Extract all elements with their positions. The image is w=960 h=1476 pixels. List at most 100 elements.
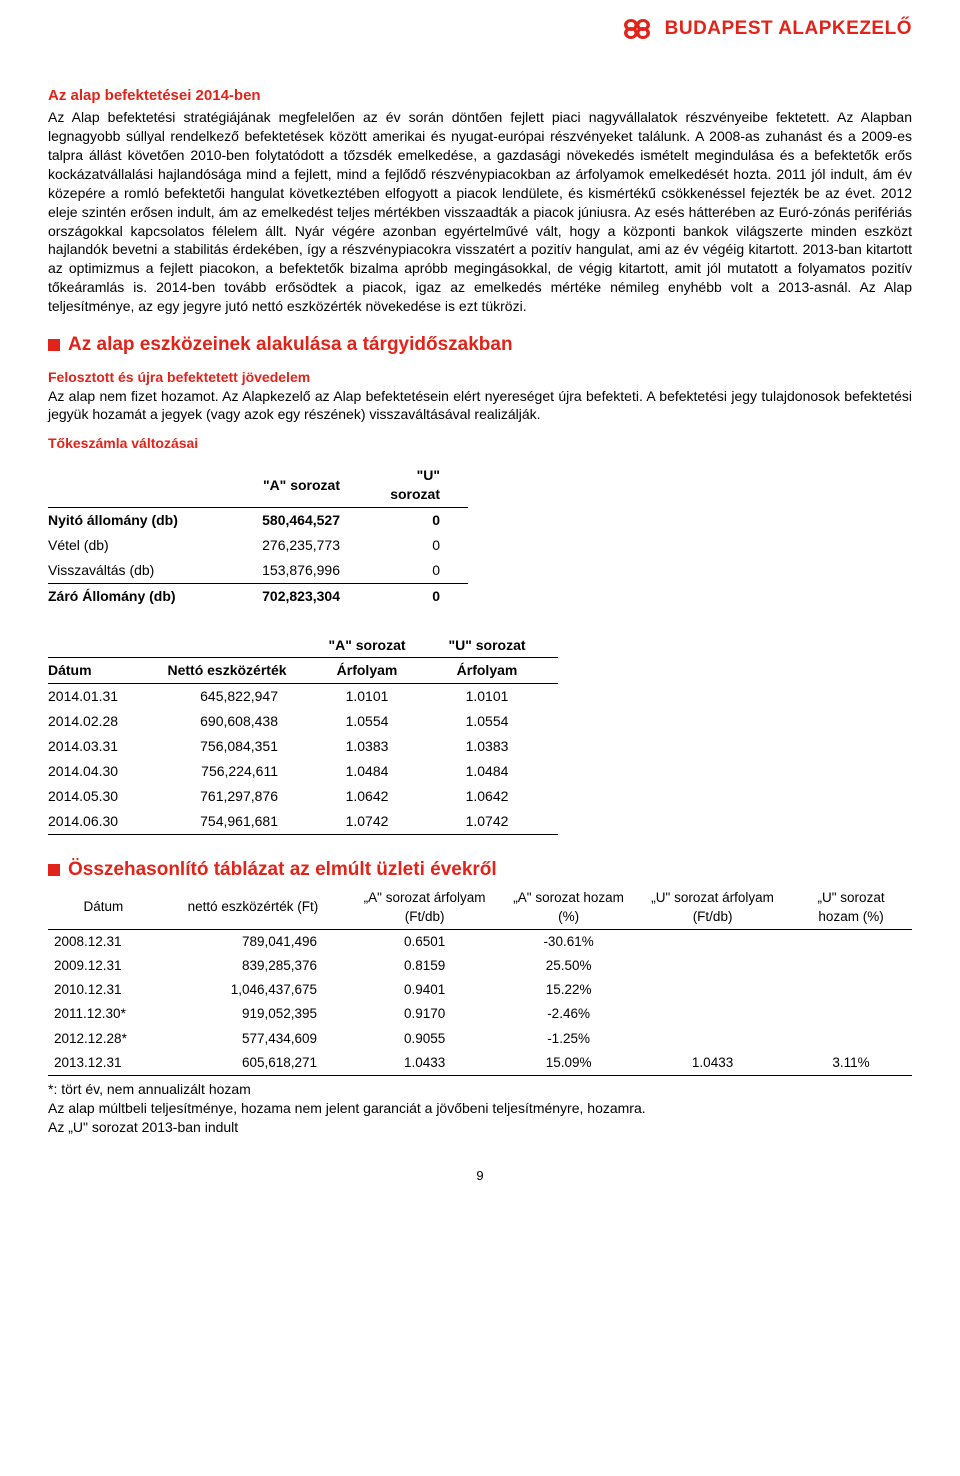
cell-a-price: 0.8159 bbox=[347, 954, 502, 978]
section2-heading: Az alap eszközeinek alakulása a tárgyidő… bbox=[48, 332, 912, 358]
comparison-table: Dátum nettó eszközérték (Ft) „A" sorozat… bbox=[48, 886, 912, 1076]
sub1-body: Az alap nem fizet hozamot. Az Alapkezelő… bbox=[48, 387, 912, 425]
section2-title: Az alap eszközeinek alakulása a tárgyidő… bbox=[68, 332, 513, 358]
cell-a-price: 1.0433 bbox=[347, 1051, 502, 1076]
table-row: 2014.01.31645,822,9471.01011.0101 bbox=[48, 684, 558, 709]
cell-a-yield: 15.22% bbox=[502, 978, 635, 1002]
cell-u: 1.0742 bbox=[438, 809, 558, 834]
cell-date: 2010.12.31 bbox=[48, 978, 159, 1002]
col-a-price: „A" sorozat árfolyam (Ft/db) bbox=[347, 886, 502, 929]
sub1-title: Felosztott és újra befektetett jövedelem bbox=[48, 368, 912, 387]
col-u-top: "U" sorozat bbox=[438, 633, 558, 658]
table-row: 2009.12.31839,285,3760.815925.50% bbox=[48, 954, 912, 978]
cell-u: 0 bbox=[368, 558, 468, 583]
cell-date: 2014.06.30 bbox=[48, 809, 158, 834]
section1-title: Az alap befektetései 2014-ben bbox=[48, 86, 912, 106]
footnote-disclaimer: Az alap múltbeli teljesítménye, hozama n… bbox=[48, 1099, 912, 1118]
cell-a: 1.0383 bbox=[318, 734, 438, 759]
content-area: Az alap befektetései 2014-ben Az Alap be… bbox=[48, 86, 912, 1184]
section1-body: Az Alap befektetési stratégiájának megfe… bbox=[48, 108, 912, 316]
col-a-header: "A" sorozat bbox=[228, 463, 368, 507]
cell-u-price: 1.0433 bbox=[635, 1051, 790, 1076]
cell-a: 580,464,527 bbox=[228, 508, 368, 533]
cell-label: Visszaváltás (db) bbox=[48, 558, 228, 583]
cell-u-yield bbox=[790, 954, 912, 978]
cell-a-yield: 25.50% bbox=[502, 954, 635, 978]
cell-u: 1.0642 bbox=[438, 784, 558, 809]
table-row: 2014.03.31756,084,3511.03831.0383 bbox=[48, 734, 558, 759]
cell-nav: 756,084,351 bbox=[158, 734, 318, 759]
cell-date: 2014.03.31 bbox=[48, 734, 158, 759]
cell-a: 702,823,304 bbox=[228, 583, 368, 608]
table-row: 2008.12.31789,041,4960.6501-30.61% bbox=[48, 929, 912, 954]
cell-date: 2014.02.28 bbox=[48, 709, 158, 734]
col-nav: nettó eszközérték (Ft) bbox=[159, 886, 347, 929]
square-bullet-icon bbox=[48, 339, 60, 351]
table-row: 2013.12.31605,618,2711.043315.09%1.04333… bbox=[48, 1051, 912, 1076]
cell-nav: 754,961,681 bbox=[158, 809, 318, 834]
col-u-yield: „U" sorozat hozam (%) bbox=[790, 886, 912, 929]
table-row: 2010.12.311,046,437,6750.940115.22% bbox=[48, 978, 912, 1002]
cell-label: Vétel (db) bbox=[48, 533, 228, 558]
table-row: Visszaváltás (db) 153,876,996 0 bbox=[48, 558, 468, 583]
cell-u: 1.0484 bbox=[438, 759, 558, 784]
cell-a-price: 0.9170 bbox=[347, 1002, 502, 1026]
cell-a: 153,876,996 bbox=[228, 558, 368, 583]
cell-a: 276,235,773 bbox=[228, 533, 368, 558]
capital-table: "A" sorozat "U" sorozat Nyitó állomány (… bbox=[48, 463, 468, 608]
col-a-bot: Árfolyam bbox=[318, 658, 438, 684]
cell-u-yield bbox=[790, 1027, 912, 1051]
cell-u-yield: 3.11% bbox=[790, 1051, 912, 1076]
cell-nav: 645,822,947 bbox=[158, 684, 318, 709]
col-a-yield: „A" sorozat hozam (%) bbox=[502, 886, 635, 929]
table-header-row: Dátum nettó eszközérték (Ft) „A" sorozat… bbox=[48, 886, 912, 929]
cell-nav: 1,046,437,675 bbox=[159, 978, 347, 1002]
cell-date: 2009.12.31 bbox=[48, 954, 159, 978]
table-row: Vétel (db) 276,235,773 0 bbox=[48, 533, 468, 558]
brand-name: BUDAPEST ALAPKEZELŐ bbox=[665, 16, 912, 42]
cell-u: 0 bbox=[368, 583, 468, 608]
cell-u-price bbox=[635, 954, 790, 978]
cell-u-price bbox=[635, 1002, 790, 1026]
cell-a-price: 0.9401 bbox=[347, 978, 502, 1002]
cell-a: 1.0642 bbox=[318, 784, 438, 809]
table-row: 2011.12.30*919,052,3950.9170-2.46% bbox=[48, 1002, 912, 1026]
cell-u-price bbox=[635, 1027, 790, 1051]
cell-nav: 690,608,438 bbox=[158, 709, 318, 734]
cell-u-yield bbox=[790, 1002, 912, 1026]
table-row: 2014.06.30754,961,6811.07421.0742 bbox=[48, 809, 558, 834]
cell-u: 0 bbox=[368, 508, 468, 533]
section3-heading: Összehasonlító táblázat az elmúlt üzleti… bbox=[48, 857, 912, 883]
cell-a-price: 0.9055 bbox=[347, 1027, 502, 1051]
col-u-header: "U" sorozat bbox=[368, 463, 468, 507]
cell-u-price bbox=[635, 929, 790, 954]
table-header-row: "A" sorozat "U" sorozat bbox=[48, 633, 558, 658]
table-row: 2014.05.30761,297,8761.06421.0642 bbox=[48, 784, 558, 809]
cell-a-yield: -1.25% bbox=[502, 1027, 635, 1051]
cell-date: 2014.01.31 bbox=[48, 684, 158, 709]
cell-u-price bbox=[635, 978, 790, 1002]
cell-date: 2011.12.30* bbox=[48, 1002, 159, 1026]
footnote-star: *: tört év, nem annualizált hozam bbox=[48, 1080, 912, 1099]
col-date: Dátum bbox=[48, 886, 159, 929]
cell-nav: 761,297,876 bbox=[158, 784, 318, 809]
cell-nav: 839,285,376 bbox=[159, 954, 347, 978]
cell-a-yield: -30.61% bbox=[502, 929, 635, 954]
cell-date: 2013.12.31 bbox=[48, 1051, 159, 1076]
col-u-bot: Árfolyam bbox=[438, 658, 558, 684]
cell-nav: 789,041,496 bbox=[159, 929, 347, 954]
col-a-top: "A" sorozat bbox=[318, 633, 438, 658]
cell-a-yield: 15.09% bbox=[502, 1051, 635, 1076]
square-bullet-icon bbox=[48, 864, 60, 876]
cell-u-yield bbox=[790, 978, 912, 1002]
sub2-title: Tőkeszámla változásai bbox=[48, 434, 912, 453]
brand-logo-icon bbox=[623, 19, 657, 39]
cell-date: 2014.04.30 bbox=[48, 759, 158, 784]
table-row: Nyitó állomány (db) 580,464,527 0 bbox=[48, 508, 468, 533]
cell-a-yield: -2.46% bbox=[502, 1002, 635, 1026]
col-u-price: „U" sorozat árfolyam (Ft/db) bbox=[635, 886, 790, 929]
section3-title: Összehasonlító táblázat az elmúlt üzleti… bbox=[68, 857, 497, 883]
cell-a: 1.0484 bbox=[318, 759, 438, 784]
table-row: 2012.12.28*577,434,6090.9055-1.25% bbox=[48, 1027, 912, 1051]
table-row: Záró Állomány (db) 702,823,304 0 bbox=[48, 583, 468, 608]
